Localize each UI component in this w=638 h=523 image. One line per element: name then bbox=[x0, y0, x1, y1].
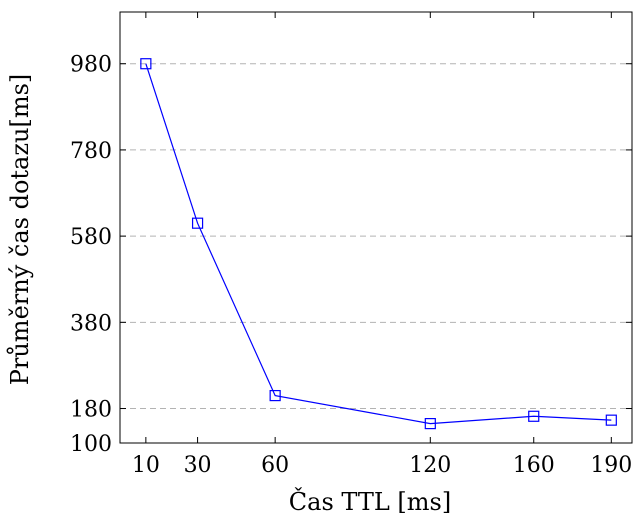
data-point-marker bbox=[528, 410, 540, 422]
x-tick-label: 120 bbox=[409, 453, 451, 478]
data-point-marker bbox=[140, 58, 152, 70]
y-tick-label: 580 bbox=[70, 225, 112, 250]
x-tick-label: 160 bbox=[513, 453, 555, 478]
x-axis-title: Čas TTL [ms] bbox=[289, 487, 451, 516]
x-tick-label: 30 bbox=[184, 453, 212, 478]
y-tick-label: 980 bbox=[70, 53, 112, 78]
grid-lines bbox=[120, 63, 632, 410]
axis-ticks bbox=[120, 12, 632, 444]
series-line bbox=[145, 63, 612, 425]
y-tick-label: 180 bbox=[70, 398, 112, 423]
x-tick-label: 60 bbox=[261, 453, 289, 478]
y-tick-label: 380 bbox=[70, 311, 112, 336]
data-point-marker bbox=[424, 418, 436, 430]
data-point-marker bbox=[269, 389, 281, 402]
y-tick-label: 780 bbox=[70, 139, 112, 164]
x-tick-label: 190 bbox=[590, 453, 632, 478]
data-point-marker bbox=[605, 414, 617, 426]
x-tick-label: 10 bbox=[132, 453, 160, 478]
tick-labels: 100 180 380 580 780 980 10 30 60 120 160 190 bbox=[70, 53, 632, 478]
data-point-marker bbox=[191, 217, 204, 229]
y-axis-title: Průměrný čas dotazu[ms] bbox=[6, 74, 34, 386]
data-series bbox=[140, 58, 617, 430]
y-tick-label: 100 bbox=[70, 432, 112, 457]
plot-area-frame bbox=[119, 11, 633, 444]
